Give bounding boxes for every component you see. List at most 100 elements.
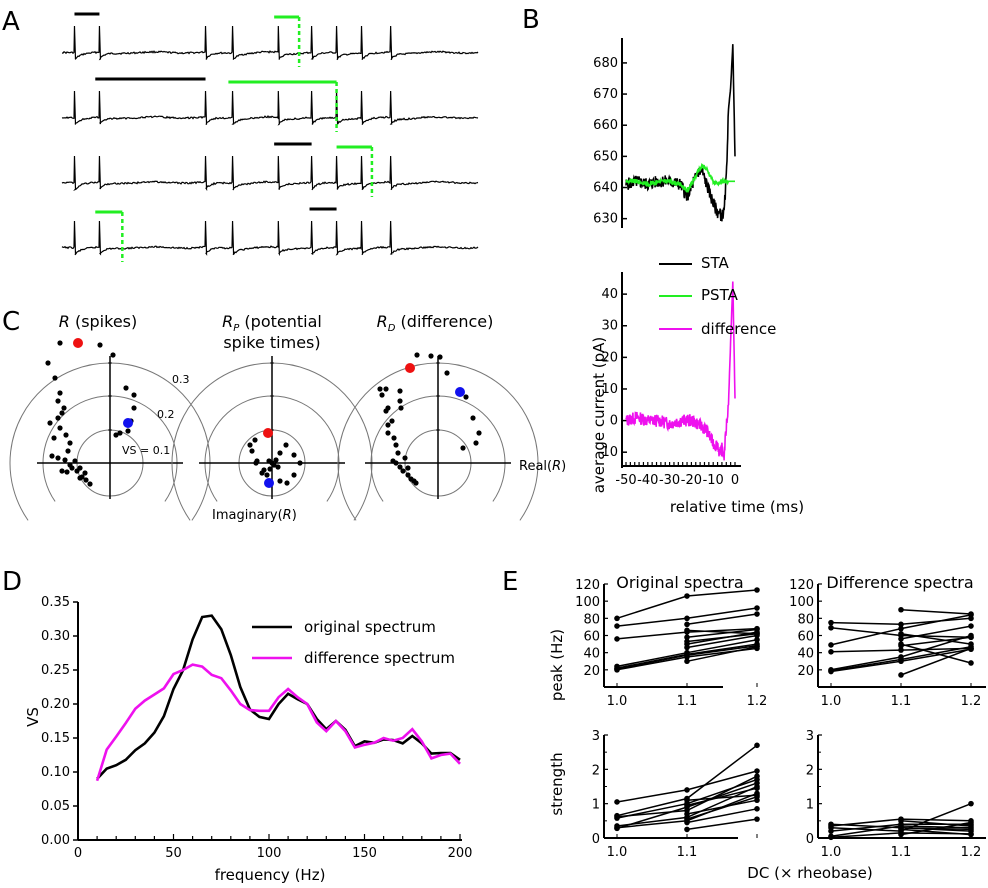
phase-point [59, 468, 65, 474]
e-original-strength-xtick-label: 1.0 [607, 845, 628, 860]
d-xtick-label: 200 [448, 846, 473, 861]
e-difference-strength-line [900, 820, 972, 827]
e-difference-peak-point [898, 643, 904, 649]
e-original-peak-point [614, 667, 620, 673]
phase-point [57, 390, 63, 396]
e-difference-peak-point [898, 630, 904, 637]
e-difference-peak-point [898, 636, 904, 642]
e-original-strength-point [684, 811, 690, 817]
phase-point [291, 452, 297, 458]
phase-point [414, 352, 420, 358]
b-ylabel: average current (pA) [590, 337, 608, 494]
b-bottom-ytick-label: 0 [610, 414, 618, 429]
e-original-peak-point [684, 621, 690, 628]
b-bottom-ytick-label: 30 [601, 319, 618, 334]
e-original-peak-point [614, 636, 620, 642]
phase-point [45, 360, 51, 366]
c2-title-line1: RP (potential [222, 312, 322, 334]
e-original-peak-line [686, 634, 758, 649]
e-difference-peak-point [968, 623, 974, 629]
c-xlabel-real-sym: R [552, 459, 561, 474]
e-difference-peak-point [968, 641, 974, 647]
e-original-strength-ytick-label: 1 [592, 798, 600, 813]
e-original-peak-point [684, 658, 690, 665]
e-row-label-peak: peak (Hz) [548, 629, 566, 701]
voltage-trace [61, 90, 479, 126]
e-original-strength-ytick-label: 0 [592, 832, 600, 847]
e-original-strength-point [614, 799, 620, 805]
c2-title-sym: R [222, 312, 233, 331]
phase-point [428, 353, 434, 359]
e-original-peak-ytick-label: 40 [583, 647, 600, 662]
phase-point-red [405, 363, 415, 373]
e-original-strength-line [686, 818, 758, 831]
e-difference-peak-point [968, 611, 974, 617]
c2-title-sub: P [233, 323, 240, 334]
e-difference-strength-line [900, 821, 972, 836]
phase-point [297, 460, 303, 466]
e-row-label-strength: strength [548, 752, 566, 815]
b-top-ytick-label: 640 [593, 181, 618, 196]
phase-point [67, 440, 73, 446]
b-legend-sta: STA [701, 254, 730, 272]
b-xtick-label: -50 [615, 473, 636, 488]
e-original-strength-ytick-label: 2 [592, 763, 600, 778]
e-original-strength-point [684, 816, 690, 822]
e-col-title-original: Original spectra [616, 573, 743, 592]
e-original-strength-point [754, 794, 760, 800]
c2-title-rest1: (potential [239, 312, 322, 331]
phase-point [65, 448, 71, 454]
phase-point [405, 472, 411, 478]
phase-point [64, 469, 70, 475]
panel-letter-e: E [502, 567, 518, 597]
e-difference-peak-point [898, 672, 904, 678]
e-difference-peak-ytick-label: 120 [789, 578, 814, 593]
phase-point [283, 442, 289, 448]
b-xtick-label: 0 [731, 473, 739, 488]
c-xlabel-real-text: Real( [519, 459, 552, 474]
d-ytick-label: 0.05 [41, 799, 70, 814]
phase-point [385, 430, 391, 436]
e-difference-peak-point [898, 606, 904, 613]
e-original-strength-point [614, 825, 620, 832]
e-original-strength-point [754, 768, 760, 774]
e-original-strength-point [614, 815, 620, 821]
phase-point [379, 392, 385, 398]
phase-point [49, 453, 55, 459]
phase-point [117, 430, 123, 436]
phase-point [473, 440, 479, 446]
e-difference-strength-point [828, 828, 834, 834]
phase-point [444, 370, 450, 376]
c3-title-sub: D [388, 323, 396, 334]
d-ylabel: VS [24, 707, 42, 727]
e-difference-peak-ytick-label: 60 [797, 630, 814, 645]
b-legend-difference: difference [701, 320, 776, 338]
c-ylabel-imag-close: ) [292, 508, 297, 523]
phase-point [463, 394, 469, 400]
b-top-ytick-label: 680 [593, 56, 618, 71]
e-original-peak-xtick-label: 1.1 [677, 694, 698, 709]
phase-point [397, 464, 403, 470]
c-xlabel-real-close: ) [561, 459, 566, 474]
e-difference-peak-point [828, 668, 834, 675]
e-original-strength-point [754, 742, 760, 749]
e-original-peak-point [684, 593, 690, 599]
c1-ring-label-01: VS = 0.1 [122, 444, 170, 457]
e-original-peak-point [754, 636, 760, 643]
e-difference-strength-ytick-label: 0 [806, 832, 814, 847]
phase-point [113, 432, 119, 438]
e-original-strength-line [686, 787, 758, 807]
e-difference-strength-line [900, 828, 972, 836]
panel-a-traces [61, 12, 479, 262]
phase-point [131, 405, 137, 411]
e-xlabel: DC (× rheobase) [747, 864, 872, 882]
phase-point [393, 460, 399, 466]
phase-point [57, 340, 63, 346]
e-difference-strength-point [968, 819, 974, 826]
b-difference-line [625, 281, 736, 461]
e-original-peak-line [686, 628, 758, 638]
e-difference-strength-xtick-label: 1.1 [891, 845, 912, 860]
phase-point [402, 455, 408, 461]
phase-point [389, 418, 395, 424]
